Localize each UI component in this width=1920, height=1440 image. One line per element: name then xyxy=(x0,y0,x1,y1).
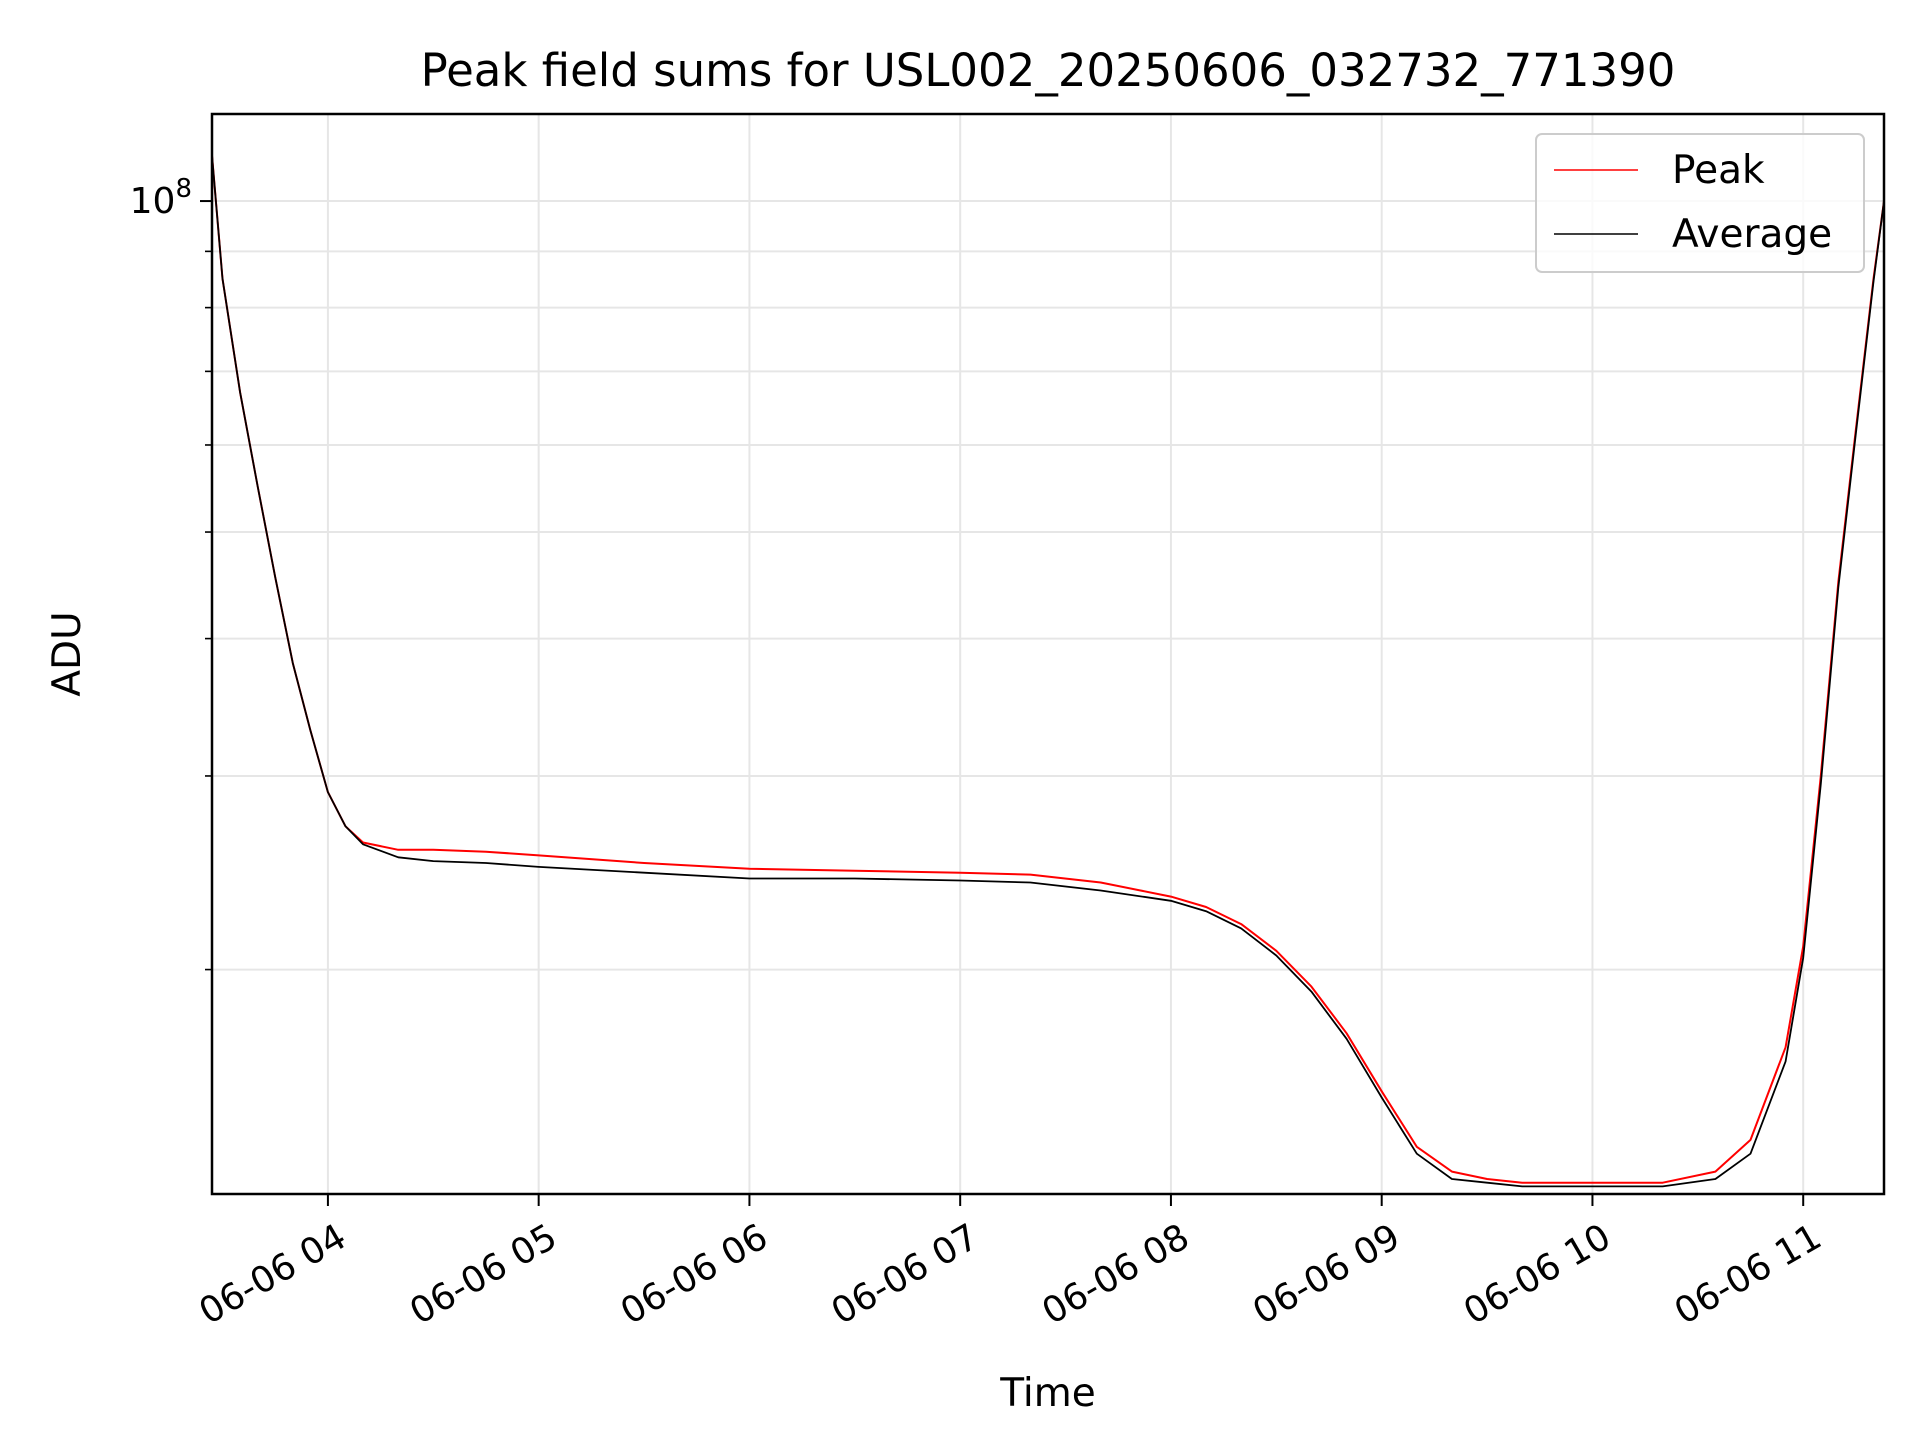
legend-box xyxy=(1535,133,1865,273)
y-axis: 108 xyxy=(130,174,212,971)
y-tick-label: 108 xyxy=(130,174,192,222)
plot-frame xyxy=(210,112,1886,1196)
chart-title: Peak field sums for USL002_20250606_0327… xyxy=(421,44,1676,97)
y-axis-label: ADU xyxy=(45,611,90,696)
plot-lines xyxy=(211,155,1885,1188)
legend: Peak Average xyxy=(1535,133,1865,273)
grid xyxy=(212,114,1884,1194)
legend-peak-label: Peak xyxy=(1672,148,1765,193)
legend-average-label: Average xyxy=(1672,212,1832,257)
series-line-average xyxy=(211,155,1885,1188)
x-axis-label: Time xyxy=(999,1371,1095,1416)
